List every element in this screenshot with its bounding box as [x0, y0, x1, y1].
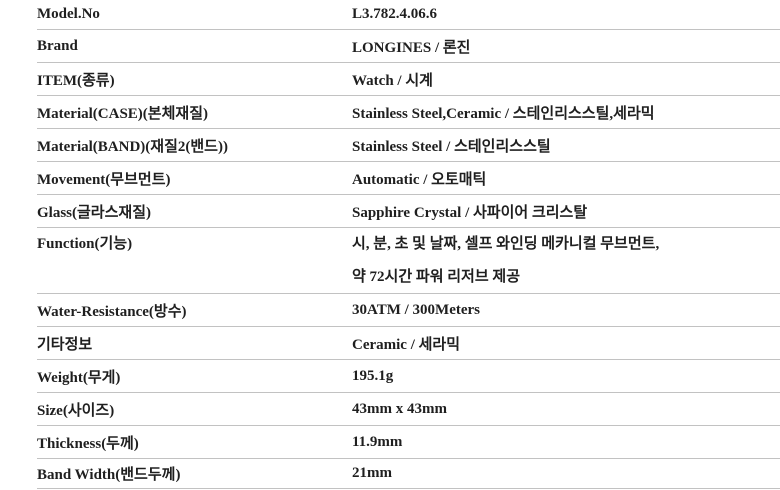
product-spec-table: Model.No L3.782.4.06.6 Brand LONGINES / … [37, 0, 780, 489]
table-row: Model.No L3.782.4.06.6 [37, 0, 780, 30]
table-row: Weight(무게) 195.1g [37, 360, 780, 393]
spec-label: Material(CASE)(본체재질) [37, 105, 208, 122]
spec-value: Stainless Steel,Ceramic / 스테인리스스틸,세라믹 [352, 105, 655, 122]
spec-value: LONGINES / 론진 [352, 39, 471, 56]
spec-label: Size(사이즈) [37, 402, 115, 419]
spec-label: Weight(무게) [37, 369, 121, 386]
table-row: Material(CASE)(본체재질) Stainless Steel,Cer… [37, 96, 780, 129]
table-row: Size(사이즈) 43mm x 43mm [37, 393, 780, 426]
spec-value: 43mm x 43mm [352, 400, 447, 417]
spec-value: Stainless Steel / 스테인리스스틸 [352, 138, 551, 155]
table-row: Material(BAND)(재질2(밴드)) Stainless Steel … [37, 129, 780, 162]
spec-value: 시, 분, 초 및 날짜, 셀프 와인딩 메카니컬 무브먼트, 약 72시간 파… [352, 236, 660, 285]
spec-label: Brand [37, 37, 78, 54]
spec-label: Model.No [37, 6, 100, 22]
spec-value: Ceramic / 세라믹 [352, 336, 461, 353]
spec-value: 11.9mm [352, 433, 403, 450]
spec-label: Function(기능) [37, 236, 133, 252]
spec-label: ITEM(종류) [37, 72, 115, 89]
spec-label: Movement(무브먼트) [37, 171, 171, 188]
table-row: Movement(무브먼트) Automatic / 오토매틱 [37, 162, 780, 195]
spec-label: Band Width(밴드두께) [37, 467, 181, 483]
table-row: Glass(글라스재질) Sapphire Crystal / 사파이어 크리스… [37, 195, 780, 228]
table-row: 기타정보 Ceramic / 세라믹 [37, 327, 780, 360]
spec-value: Watch / 시계 [352, 72, 433, 89]
spec-value: 30ATM / 300Meters [352, 301, 481, 318]
table-row: Brand LONGINES / 론진 [37, 30, 780, 63]
table-row: Function(기능) 시, 분, 초 및 날짜, 셀프 와인딩 메카니컬 무… [37, 228, 780, 294]
table-row: Water-Resistance(방수) 30ATM / 300Meters [37, 294, 780, 327]
spec-label: Water-Resistance(방수) [37, 303, 187, 320]
table-row: ITEM(종류) Watch / 시계 [37, 63, 780, 96]
spec-label: 기타정보 [37, 336, 93, 353]
table-row: Band Width(밴드두께) 21mm [37, 459, 780, 489]
spec-label: Material(BAND)(재질2(밴드)) [37, 138, 228, 155]
spec-value: Automatic / 오토매틱 [352, 171, 487, 188]
spec-label: Glass(글라스재질) [37, 204, 152, 221]
spec-value: 195.1g [352, 367, 394, 384]
spec-value: L3.782.4.06.6 [352, 6, 438, 22]
spec-label: Thickness(두께) [37, 435, 139, 452]
spec-value: Sapphire Crystal / 사파이어 크리스탈 [352, 204, 588, 221]
table-row: Thickness(두께) 11.9mm [37, 426, 780, 459]
spec-value: 21mm [352, 465, 392, 481]
